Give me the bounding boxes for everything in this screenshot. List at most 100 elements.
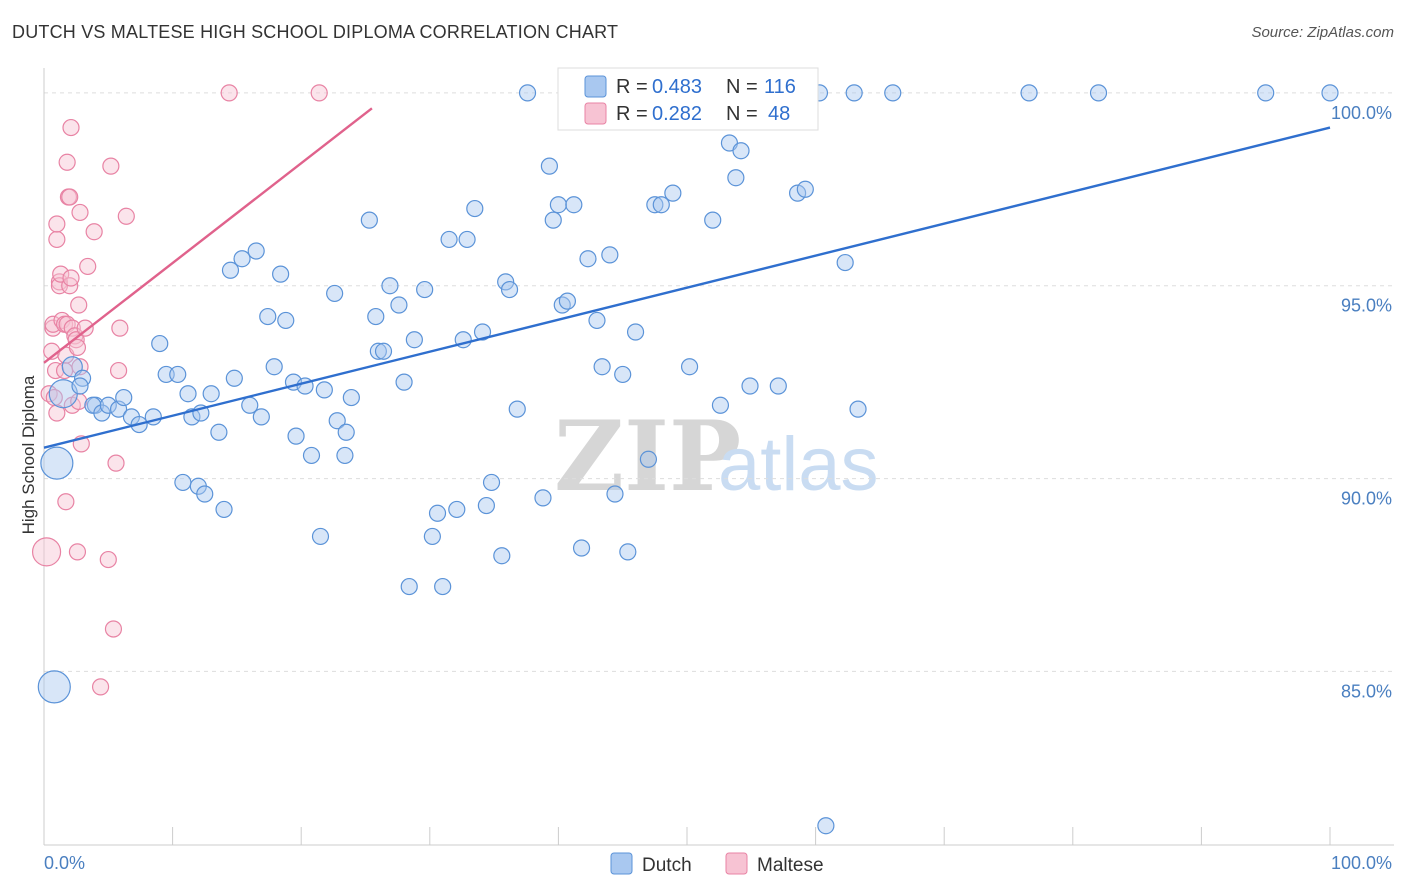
dutch-point-23 [196, 485, 214, 503]
legend-dutch-n-value: 116 [764, 76, 796, 98]
dutch-point-88 [619, 543, 637, 561]
maltese-point-30 [68, 338, 87, 357]
maltese-point-39 [91, 678, 110, 696]
maltese-point-0 [31, 537, 62, 567]
dutch-point-71 [500, 280, 519, 299]
legend-swatch-maltese [584, 102, 607, 125]
legend: R = 0.483 N = 116 R = 0.282 N = 48 [557, 67, 819, 131]
gridlines [44, 92, 1394, 672]
dutch-point-108 [836, 253, 854, 272]
x-tick-label-left: 0.0% [44, 853, 85, 873]
dutch-point-76 [544, 211, 562, 229]
dutch-point-109 [845, 84, 863, 102]
dutch-point-25 [210, 423, 228, 441]
dutch-point-111 [884, 84, 902, 102]
dutch-point-103 [769, 377, 787, 395]
dutch-point-114 [1257, 84, 1275, 102]
legend-dutch-r-label: R = [616, 76, 648, 98]
maltese-point-46 [117, 207, 135, 225]
dutch-point-92 [652, 196, 670, 214]
bottom-legend-swatch-maltese [725, 852, 748, 875]
dutch-point-36 [277, 311, 295, 330]
dutch-point-46 [342, 388, 360, 407]
dutch-point-84 [593, 358, 611, 376]
dutch-point-11 [115, 388, 133, 407]
dutch-point-68 [482, 473, 501, 492]
maltese-point-31 [70, 296, 88, 314]
bottom-legend-maltese: Maltese [757, 855, 824, 876]
dutch-point-58 [423, 527, 441, 546]
maltese-point-42 [104, 620, 123, 638]
dutch-point-99 [727, 169, 745, 187]
dutch-point-2 [37, 670, 71, 704]
dutch-point-51 [374, 342, 393, 360]
dutch-point-112 [1020, 84, 1038, 102]
dutch-point-90 [639, 450, 658, 468]
dutch-point-70 [497, 273, 515, 291]
maltese-point-43 [107, 454, 125, 472]
dutch-point-86 [606, 485, 624, 503]
dutch-point-67 [477, 496, 495, 515]
dutch-point-79 [558, 292, 577, 310]
dutch-point-64 [458, 230, 476, 249]
bottom-legend-dutch: Dutch [642, 855, 692, 876]
dutch-point-54 [395, 373, 413, 391]
dutch-point-85 [601, 246, 619, 264]
dutch-point-113 [1089, 84, 1108, 102]
dutch-point-87 [614, 365, 632, 384]
source-label: Source: ZipAtlas.com [1251, 24, 1394, 41]
dutch-point-96 [704, 211, 722, 229]
dutch-point-27 [221, 261, 240, 279]
dutch-point-49 [367, 307, 385, 326]
watermark-zip: ZIP [554, 400, 741, 513]
legend-maltese-r-value: 0.282 [652, 103, 702, 125]
maltese-point-8 [48, 230, 66, 249]
dutch-point-40 [302, 446, 321, 465]
dutch-point-101 [741, 377, 759, 395]
dutch-point-100 [732, 142, 750, 160]
bottom-legend-swatch-dutch [610, 852, 633, 875]
maltese-point-23 [62, 118, 80, 137]
dutch-point-32 [252, 408, 270, 426]
maltese-point-24 [62, 269, 80, 287]
maltese-point-33 [71, 203, 89, 222]
dutch-point-77 [549, 196, 568, 214]
legend-dutch-r-value: 0.483 [652, 76, 702, 98]
dutch-point-83 [588, 311, 606, 330]
watermark-atlas: atlas [718, 422, 879, 507]
dutch-point-66 [473, 323, 492, 341]
dutch-point-61 [440, 230, 458, 249]
dutch-point-82 [579, 250, 597, 268]
dutch-point-72 [508, 400, 526, 418]
dutch-point-28 [225, 369, 243, 387]
dutch-point-44 [328, 412, 346, 430]
maltese-point-40 [99, 550, 117, 569]
dutch-point-17 [169, 365, 187, 384]
dutch-point-104 [788, 184, 807, 202]
dutch-point-59 [428, 504, 447, 522]
maltese-trend-line [43, 107, 373, 364]
maltese-point-7 [48, 404, 66, 422]
legend-dutch-n-label: N = [726, 76, 758, 98]
dutch-point-1 [40, 446, 74, 480]
dutch-point-5 [71, 377, 89, 395]
dutch-point-94 [680, 358, 699, 376]
dutch-point-48 [360, 211, 378, 229]
trend-lines [43, 107, 1331, 449]
legend-maltese-n-label: N = [726, 103, 758, 125]
maltese-points [31, 84, 328, 696]
dutch-point-89 [626, 323, 645, 341]
bottom-legend: Dutch Maltese [610, 852, 824, 876]
watermark: ZIP atlas [554, 400, 879, 513]
dutch-point-50 [369, 342, 387, 360]
maltese-point-12 [52, 265, 70, 283]
dutch-point-47 [336, 446, 354, 465]
maltese-point-37 [79, 257, 97, 276]
dutch-point-52 [381, 277, 399, 295]
dutch-point-115 [1321, 84, 1339, 102]
dutch-point-33 [259, 307, 277, 326]
dutch-point-9 [99, 396, 117, 414]
y-tick-label-2: 90.0% [1341, 489, 1392, 509]
dutch-point-93 [664, 184, 682, 202]
